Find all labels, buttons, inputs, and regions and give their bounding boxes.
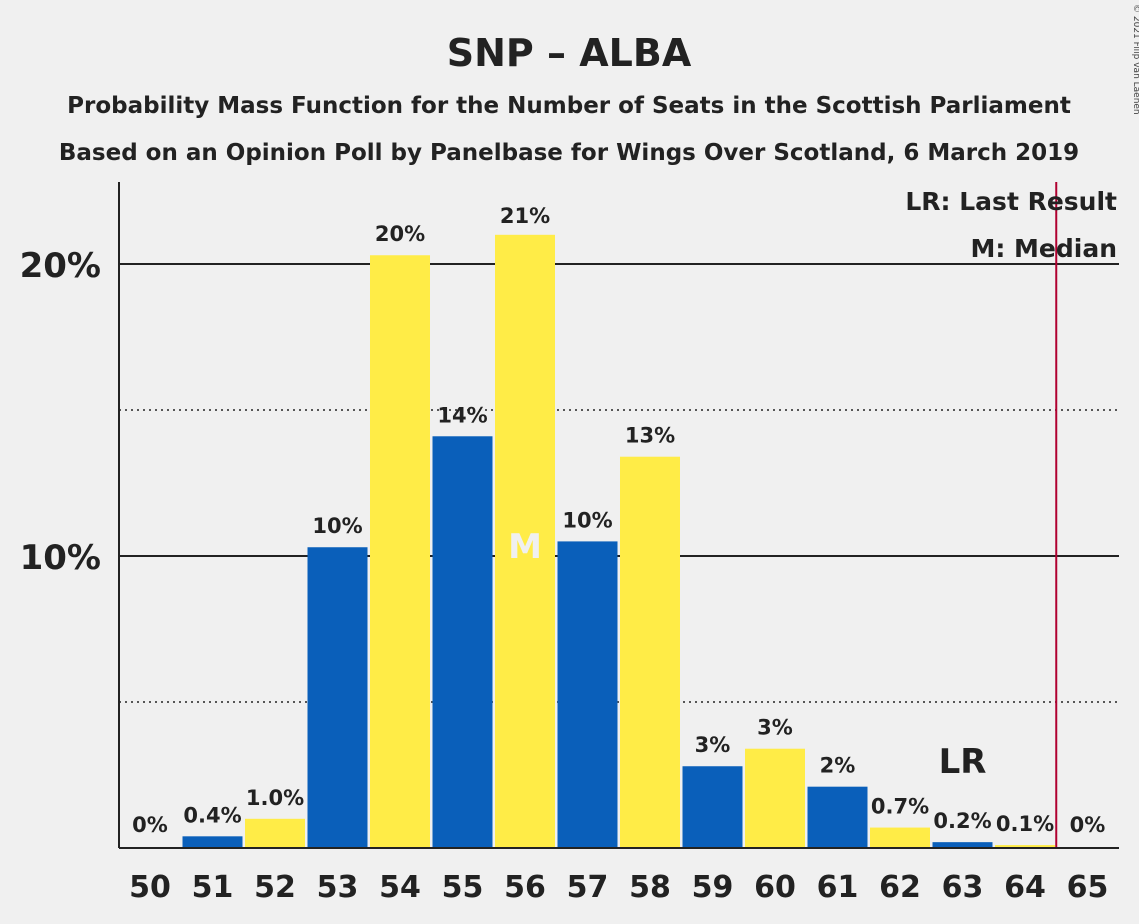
value-label-54: 20% bbox=[375, 222, 425, 246]
bar-62 bbox=[870, 827, 930, 848]
x-tick-55: 55 bbox=[442, 870, 484, 905]
x-tick-59: 59 bbox=[692, 870, 734, 905]
last-result-marker: LR bbox=[939, 742, 987, 782]
value-label-55: 14% bbox=[437, 403, 487, 427]
value-label-61: 2% bbox=[820, 754, 856, 778]
legend-last-result: LR: Last Result bbox=[905, 187, 1117, 216]
value-label-52: 1.0% bbox=[246, 786, 304, 810]
value-label-53: 10% bbox=[312, 514, 362, 538]
markers: M LR bbox=[508, 182, 1058, 848]
value-label-62: 0.7% bbox=[871, 795, 929, 819]
axes bbox=[118, 182, 1119, 849]
y-tick-10pct: 10% bbox=[20, 538, 101, 578]
x-tick-50: 50 bbox=[129, 870, 171, 905]
bar-53 bbox=[307, 547, 368, 848]
value-label-59: 3% bbox=[695, 733, 731, 757]
y-tick-labels: 10% 20% bbox=[20, 246, 101, 578]
chart-subtitle-1: Probability Mass Function for the Number… bbox=[67, 93, 1071, 119]
copyright-note: © 2021 Filip van Laenen bbox=[1131, 4, 1139, 115]
x-tick-54: 54 bbox=[379, 870, 421, 905]
x-tick-56: 56 bbox=[504, 870, 546, 905]
value-label-63: 0.2% bbox=[933, 809, 991, 833]
bar-51 bbox=[182, 836, 243, 848]
bar-64 bbox=[995, 845, 1055, 848]
x-tick-64: 64 bbox=[1004, 870, 1046, 905]
x-tick-60: 60 bbox=[754, 870, 796, 905]
x-tick-63: 63 bbox=[942, 870, 984, 905]
x-tick-51: 51 bbox=[192, 870, 234, 905]
x-tick-labels: 50 51 52 53 54 55 56 57 58 59 60 61 62 63 64 65 bbox=[129, 870, 1108, 905]
bar-55 bbox=[432, 436, 493, 848]
x-tick-61: 61 bbox=[817, 870, 859, 905]
gridlines bbox=[119, 263, 1119, 703]
value-label-51: 0.4% bbox=[183, 803, 241, 827]
bar-61 bbox=[807, 786, 868, 848]
bar-52 bbox=[245, 818, 305, 848]
bars bbox=[182, 234, 1055, 849]
bar-56 bbox=[495, 234, 555, 849]
bar-59 bbox=[682, 766, 743, 848]
y-tick-20pct: 20% bbox=[20, 246, 101, 286]
bar-63 bbox=[932, 842, 993, 848]
bar-58 bbox=[620, 456, 680, 848]
value-label-64: 0.1% bbox=[996, 812, 1054, 836]
x-tick-65: 65 bbox=[1067, 870, 1109, 905]
x-tick-58: 58 bbox=[629, 870, 671, 905]
value-label-56: 21% bbox=[500, 204, 550, 228]
x-tick-57: 57 bbox=[567, 870, 609, 905]
value-label-60: 3% bbox=[757, 716, 793, 740]
value-labels: 0% 0.4%1.0%10%20%14%21%10%13%3%3%2%0.7%0.… bbox=[132, 204, 1105, 837]
x-tick-52: 52 bbox=[254, 870, 296, 905]
bar-54 bbox=[370, 255, 430, 849]
chart-title: SNP – ALBA bbox=[447, 31, 692, 75]
value-label-58: 13% bbox=[625, 424, 675, 448]
x-tick-62: 62 bbox=[879, 870, 921, 905]
legend-median: M: Median bbox=[970, 234, 1117, 263]
value-label-65: 0% bbox=[1070, 813, 1106, 837]
median-marker: M bbox=[508, 527, 542, 567]
bar-57 bbox=[557, 541, 618, 848]
x-tick-53: 53 bbox=[317, 870, 359, 905]
bar-60 bbox=[745, 748, 805, 848]
value-label-57: 10% bbox=[562, 508, 612, 532]
chart-subtitle-2: Based on an Opinion Poll by Panelbase fo… bbox=[59, 140, 1079, 166]
value-label-50: 0% bbox=[132, 813, 168, 837]
